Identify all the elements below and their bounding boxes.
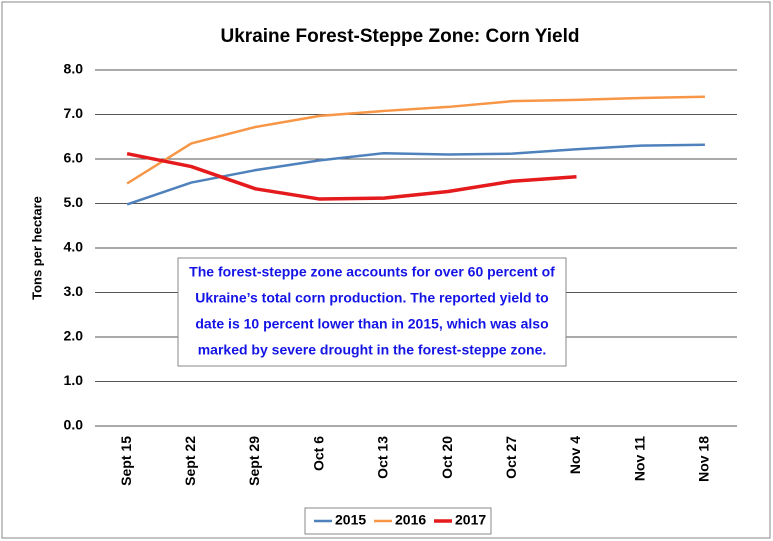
y-tick-label: 3.0	[64, 283, 84, 299]
series-line	[126, 151, 577, 201]
y-axis-label: Tons per hectare	[29, 196, 44, 300]
legend-label: 2017	[455, 512, 486, 528]
annotation-text: Ukraine’s total corn production. The rep…	[195, 290, 548, 306]
y-tick-label: 6.0	[64, 150, 84, 166]
chart-title: Ukraine Forest-Steppe Zone: Corn Yield	[221, 26, 580, 47]
x-tick-label: Nov 4	[567, 436, 583, 474]
y-tick-label: 1.0	[64, 372, 84, 388]
y-tick-label: 5.0	[64, 194, 84, 210]
x-tick-label: Oct 20	[439, 436, 455, 479]
x-tick-label: Oct 13	[375, 436, 391, 479]
legend-label: 2016	[395, 512, 426, 528]
annotation-box	[177, 257, 567, 367]
y-tick-label: 4.0	[64, 239, 84, 255]
y-tick-label: 0.0	[64, 417, 84, 433]
legend-label: 2015	[335, 512, 366, 528]
series-line	[126, 95, 705, 185]
x-tick-label: Sept 29	[246, 436, 262, 486]
annotation-text: date is 10 percent lower than in 2015, w…	[195, 316, 548, 332]
x-tick-label: Sept 22	[182, 436, 198, 486]
x-tick-label: Sept 15	[118, 436, 134, 486]
x-tick-label: Oct 6	[310, 436, 326, 471]
annotation-text: The forest-steppe zone accounts for over…	[189, 264, 555, 280]
annotation-text: marked by severe drought in the forest-s…	[198, 342, 547, 358]
y-tick-label: 7.0	[64, 105, 84, 121]
x-tick-label: Oct 27	[503, 436, 519, 479]
x-tick-label: Nov 18	[696, 436, 712, 482]
y-tick-label: 8.0	[64, 61, 84, 77]
y-tick-label: 2.0	[64, 328, 84, 344]
legend-box	[304, 507, 492, 535]
x-tick-label: Nov 11	[631, 436, 647, 481]
